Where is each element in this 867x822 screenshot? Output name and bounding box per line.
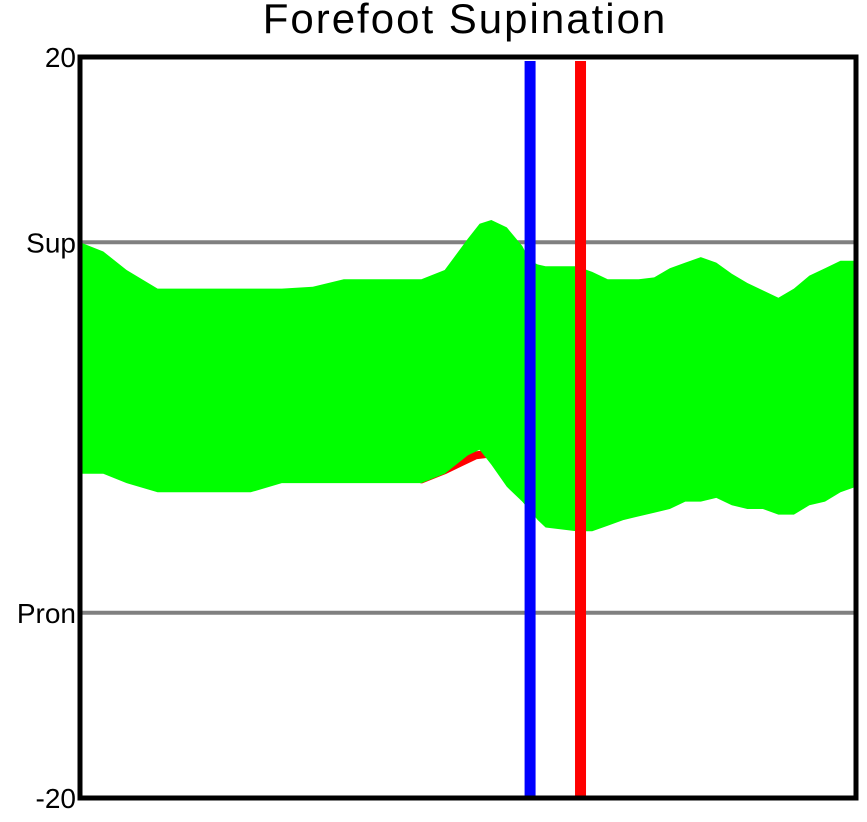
- plot-frame: [77, 54, 859, 801]
- series-band-0: [80, 220, 856, 532]
- y-tick-label: -20: [36, 783, 76, 814]
- y-tick-label: Sup: [26, 227, 76, 258]
- y-tick-label: Pron: [17, 598, 76, 629]
- y-tick-label: 20: [45, 42, 76, 73]
- chart-title: Forefoot Supination: [263, 0, 668, 42]
